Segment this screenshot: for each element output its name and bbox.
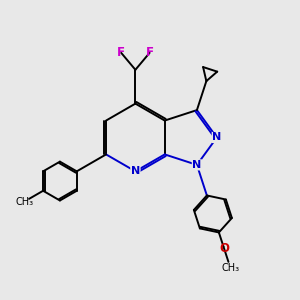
Text: N: N: [192, 160, 202, 170]
Text: CH₃: CH₃: [221, 263, 239, 273]
Text: O: O: [219, 242, 229, 255]
Text: N: N: [212, 133, 221, 142]
Text: F: F: [117, 46, 125, 59]
Text: F: F: [146, 46, 154, 59]
Text: CH₃: CH₃: [15, 196, 34, 206]
Text: N: N: [131, 166, 140, 176]
